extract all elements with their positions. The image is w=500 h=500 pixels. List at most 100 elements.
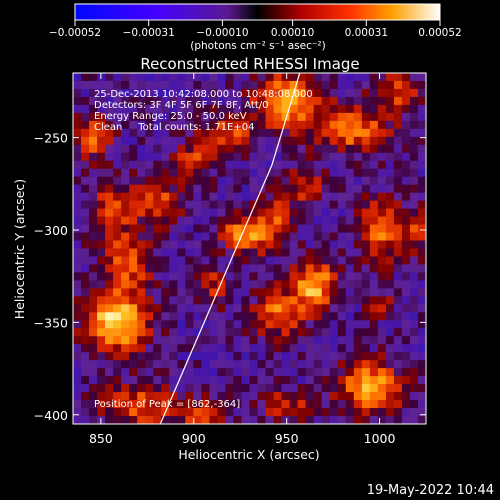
heatmap-cell <box>185 256 194 265</box>
heatmap-cell <box>313 200 323 210</box>
footer-timestamp: 19-May-2022 10:44 <box>367 483 494 498</box>
heatmap-cell <box>337 264 347 273</box>
heatmap-cell <box>105 200 114 210</box>
heatmap-cell <box>313 216 323 225</box>
heatmap-cell <box>153 120 162 130</box>
heatmap-cell <box>225 328 234 337</box>
heatmap-cell <box>377 280 387 289</box>
heatmap-cell <box>193 192 202 202</box>
heatmap-cell <box>385 296 395 305</box>
heatmap-cell <box>113 408 122 417</box>
heatmap-cell <box>185 344 194 353</box>
heatmap-cell <box>129 400 138 409</box>
heatmap-cell <box>201 184 210 194</box>
heatmap-cell <box>225 272 234 281</box>
heatmap-cell <box>265 176 274 186</box>
heatmap-cell <box>265 328 274 337</box>
heatmap-cell <box>113 376 122 385</box>
heatmap-cell <box>329 128 339 138</box>
heatmap-cell <box>113 80 122 90</box>
heatmap-cell <box>281 224 291 233</box>
heatmap-cell <box>337 352 347 361</box>
heatmap-cell <box>265 80 274 90</box>
heatmap-cell <box>73 272 82 281</box>
heatmap-cell <box>113 256 122 265</box>
heatmap-cell <box>73 208 82 217</box>
heatmap-cell <box>313 192 323 202</box>
heatmap-cell <box>145 368 154 377</box>
heatmap-cell <box>161 384 170 393</box>
heatmap-cell <box>121 200 130 210</box>
heatmap-cell <box>233 336 242 345</box>
heatmap-cell <box>137 368 146 377</box>
heatmap-cell <box>345 296 355 305</box>
heatmap-cell <box>353 144 363 154</box>
heatmap-cell <box>393 200 403 210</box>
heatmap-cell <box>377 240 387 249</box>
heatmap-cell <box>353 128 363 138</box>
heatmap-cell <box>329 152 339 162</box>
heatmap-cell <box>121 216 130 225</box>
heatmap-cell <box>281 264 291 273</box>
heatmap-cell <box>369 336 379 345</box>
heatmap-cell <box>345 304 355 313</box>
heatmap-cell <box>265 88 274 98</box>
heatmap-cell <box>353 280 363 289</box>
heatmap-cell <box>377 80 387 90</box>
heatmap-cell <box>297 264 307 273</box>
heatmap-cell <box>201 400 210 409</box>
heatmap-cell <box>81 112 90 122</box>
heatmap-cell <box>169 336 178 345</box>
heatmap-cell <box>209 328 218 337</box>
heatmap-cell <box>233 328 242 337</box>
heatmap-cell <box>201 304 210 313</box>
heatmap-cell <box>297 144 307 154</box>
heatmap-cell <box>185 216 194 225</box>
heatmap-cell <box>401 168 411 178</box>
heatmap-cell <box>273 112 282 122</box>
heatmap-cell <box>409 376 419 385</box>
heatmap-cell <box>129 200 138 210</box>
heatmap-cell <box>241 104 250 114</box>
heatmap-cell <box>329 176 339 186</box>
heatmap-cell <box>369 88 379 98</box>
heatmap-cell <box>233 288 242 297</box>
heatmap-cell <box>145 272 154 281</box>
heatmap-cell <box>129 312 138 321</box>
heatmap-cell <box>217 176 226 186</box>
heatmap-cell <box>273 248 282 257</box>
heatmap-cell <box>401 160 411 170</box>
heatmap-cell <box>337 208 347 217</box>
heatmap-cell <box>241 392 250 401</box>
heatmap-cell <box>89 184 98 194</box>
heatmap-cell <box>233 168 242 178</box>
heatmap-cell <box>377 216 387 225</box>
heatmap-cell <box>313 120 323 130</box>
heatmap-cell <box>241 360 250 369</box>
heatmap-cell <box>169 360 178 369</box>
heatmap-cell <box>233 304 242 313</box>
heatmap-cell <box>313 256 323 265</box>
heatmap-cell <box>377 232 387 241</box>
heatmap-cell <box>273 376 282 385</box>
heatmap-cell <box>97 288 106 297</box>
heatmap-cell <box>97 232 106 241</box>
heatmap-cell <box>401 312 411 321</box>
heatmap-cell <box>265 152 274 162</box>
heatmap-cell <box>265 392 274 401</box>
heatmap-cell <box>249 256 258 265</box>
heatmap-cell <box>265 192 274 202</box>
heatmap-cell <box>233 184 242 194</box>
heatmap-cell <box>233 392 242 401</box>
heatmap-cell <box>161 280 170 289</box>
heatmap-cell <box>249 176 258 186</box>
heatmap-cell <box>377 296 387 305</box>
heatmap-cell <box>313 184 323 194</box>
heatmap-cell <box>265 144 274 154</box>
x-tick-label: 900 <box>182 431 206 446</box>
heatmap-cell <box>353 416 363 424</box>
heatmap-cell <box>129 136 138 146</box>
heatmap-cell <box>177 160 186 170</box>
heatmap-cell <box>105 240 114 249</box>
heatmap-cell <box>145 96 154 106</box>
